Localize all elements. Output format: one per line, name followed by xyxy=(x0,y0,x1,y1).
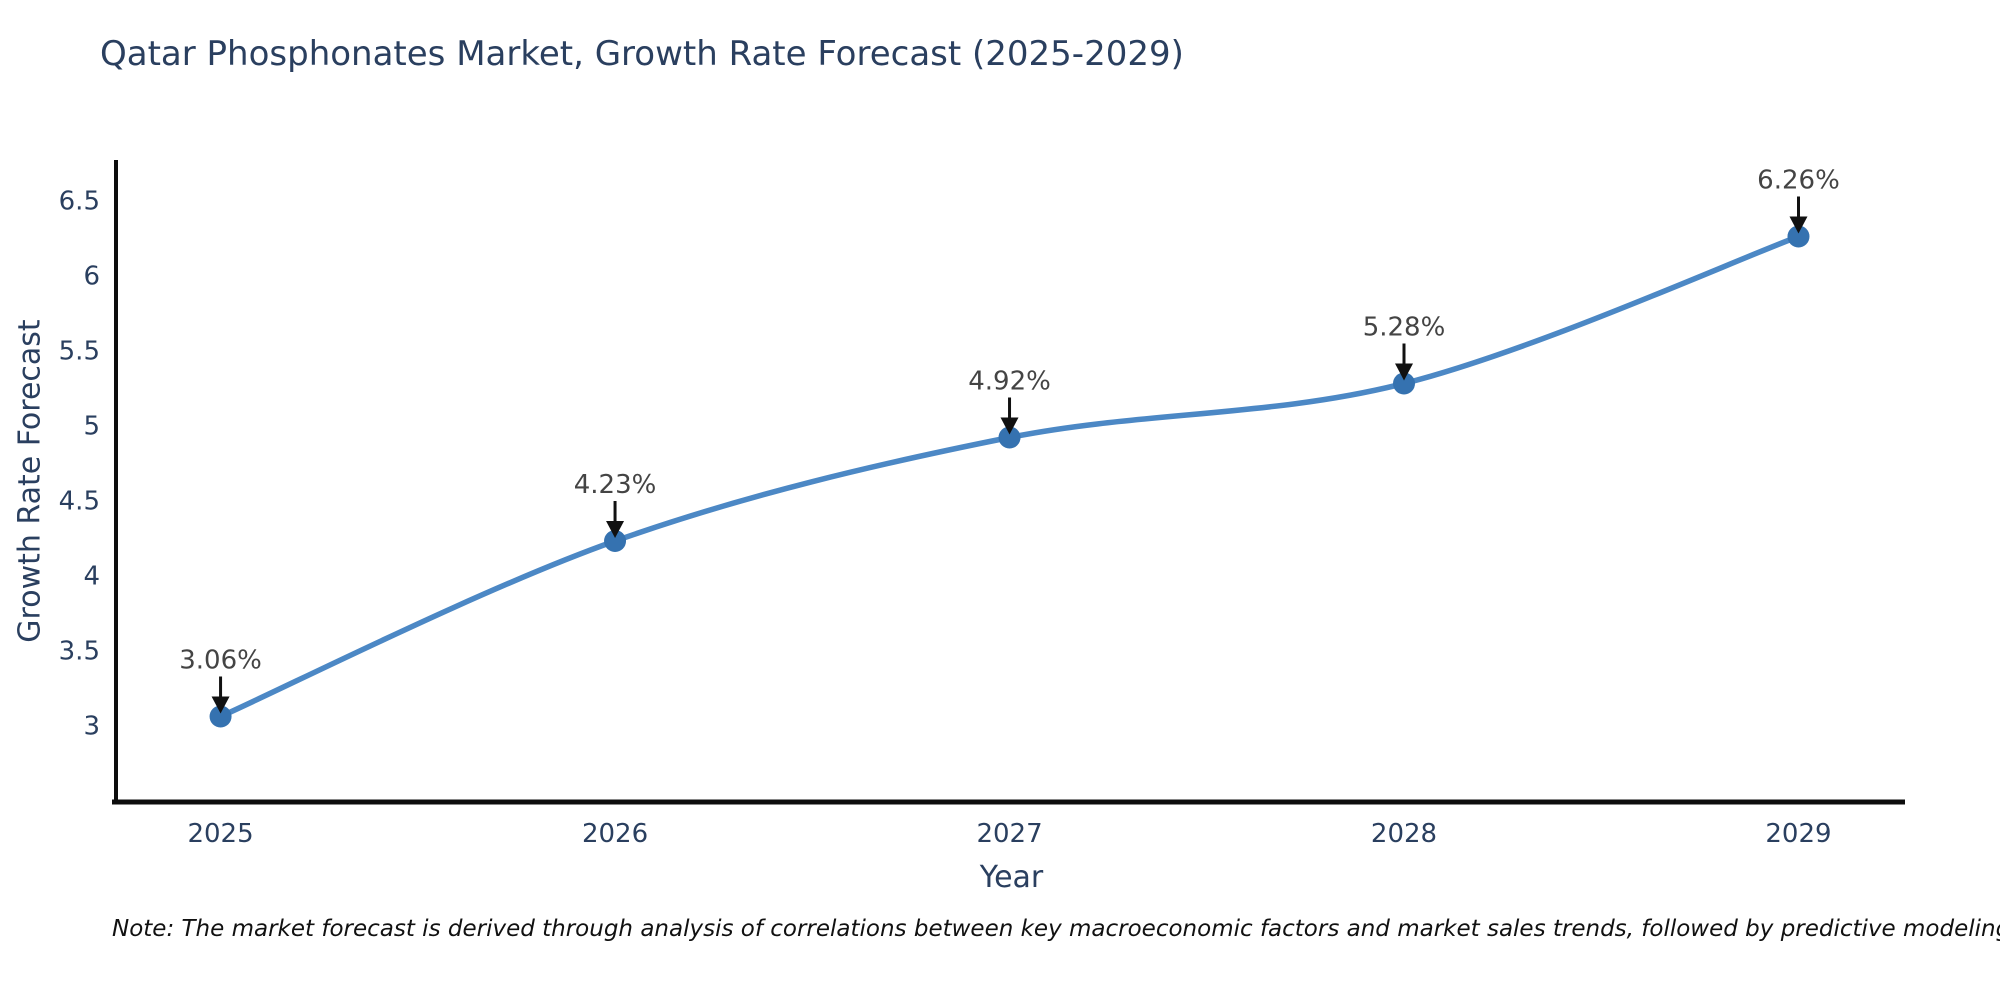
footnote: Note: The market forecast is derived thr… xyxy=(112,916,2000,942)
data-point xyxy=(998,426,1021,449)
y-tick-label: 6 xyxy=(83,262,100,292)
annotation-arrowhead-icon xyxy=(1000,417,1019,435)
x-tick-label: 2025 xyxy=(187,819,253,849)
annotation-arrowhead-icon xyxy=(211,696,230,714)
y-tick-label: 5 xyxy=(83,412,100,442)
data-point xyxy=(604,530,627,552)
x-axis-title: Year xyxy=(979,860,1044,895)
y-axis-title: Growth Rate Forecast xyxy=(12,319,48,643)
point-label: 6.26% xyxy=(1757,166,1840,196)
data-point xyxy=(1393,372,1416,395)
y-tick-label: 3.5 xyxy=(59,637,100,667)
y-tick-label: 5.5 xyxy=(59,337,100,367)
x-tick-label: 2027 xyxy=(976,819,1042,849)
y-tick-label: 3 xyxy=(83,712,100,742)
x-tick-label: 2029 xyxy=(1765,819,1831,849)
annotation-arrowhead-icon xyxy=(606,521,625,538)
x-tick-label: 2028 xyxy=(1371,819,1437,849)
data-point xyxy=(1787,225,1810,248)
y-tick-label: 4.5 xyxy=(59,487,100,517)
chart-title: Qatar Phosphonates Market, Growth Rate F… xyxy=(100,34,1184,74)
forecast-line xyxy=(217,233,1802,720)
data-point xyxy=(209,705,232,728)
x-tick-label: 2026 xyxy=(582,819,648,849)
point-label: 3.06% xyxy=(179,646,262,676)
annotation-arrowhead-icon xyxy=(1789,216,1808,234)
y-tick-label: 4 xyxy=(83,562,100,592)
point-label: 5.28% xyxy=(1363,313,1446,343)
annotation-arrowhead-icon xyxy=(1395,363,1414,381)
point-label: 4.23% xyxy=(574,470,657,500)
point-label: 4.92% xyxy=(968,367,1051,397)
y-tick-label: 6.5 xyxy=(59,187,100,217)
